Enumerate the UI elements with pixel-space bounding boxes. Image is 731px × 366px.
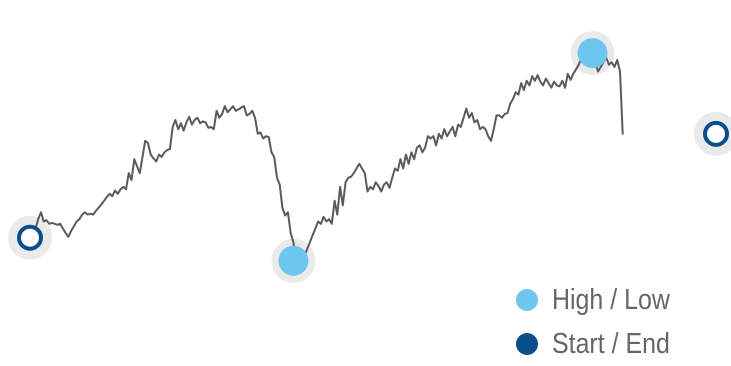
high-point-marker [577,38,608,69]
highlight-markers [17,38,729,276]
legend-start-end-dot [516,333,538,355]
legend-item-start-end: Start / End [516,322,689,366]
start-point-marker [17,224,43,251]
legend-start-end-label: Start / End [552,327,670,360]
legend-high-low-dot [516,289,538,311]
legend-high-low-label: High / Low [552,283,670,316]
legend: High / Low Start / End [516,278,689,366]
price-series-line [29,47,624,262]
marker-halos [8,31,731,283]
end-point-marker [703,120,729,147]
low-point-marker [278,245,309,276]
legend-item-high-low: High / Low [516,278,689,322]
